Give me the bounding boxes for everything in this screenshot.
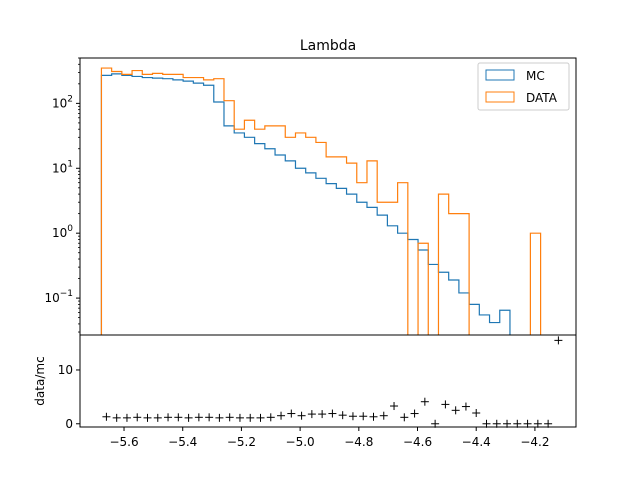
ratio-point (513, 419, 522, 428)
ratio-point (472, 409, 481, 418)
legend-label-mc: MC (526, 69, 545, 83)
y-tick-label: 100 (52, 224, 73, 240)
legend-frame (477, 62, 570, 111)
histogram-series-data (100, 67, 542, 335)
ratio-y-tick-label: 10 (58, 363, 73, 377)
ratio-point (400, 413, 409, 422)
histogram-series-mc (100, 73, 511, 335)
chart-title: Lambda (300, 38, 356, 54)
ratio-point (133, 413, 142, 422)
ratio-point (318, 410, 327, 419)
ratio-point (246, 413, 255, 422)
x-tick-label: −5.2 (227, 435, 256, 449)
ratio-point (235, 413, 244, 422)
ratio-point (194, 413, 203, 422)
ratio-point (492, 419, 501, 428)
x-tick-label: −5.0 (286, 435, 315, 449)
ratio-point (153, 413, 162, 422)
ratio-point (297, 411, 306, 420)
ratio-point (369, 412, 378, 421)
ratio-point (328, 409, 337, 418)
ratio-point (451, 406, 460, 415)
ratio-point (184, 413, 193, 422)
x-tick-label: −4.2 (520, 435, 549, 449)
ratio-point (122, 413, 131, 422)
ratio-point (143, 413, 152, 422)
legend: MC DATA (477, 62, 570, 111)
ratio-point (390, 402, 399, 411)
ratio-point (359, 412, 368, 421)
ratio-point (112, 413, 121, 422)
x-tick-label: −5.6 (109, 435, 138, 449)
ratio-point (533, 419, 542, 428)
legend-swatch-data (485, 91, 515, 103)
ratio-panel: 0 10 data/mc −5.6 −5.4 −5.2 −5.0 −4.8 −4.6 −4.4 −4… (33, 334, 577, 449)
ratio-point (225, 413, 234, 422)
ratio-point (277, 411, 286, 420)
ratio-point (338, 411, 347, 420)
ratio-point (164, 413, 173, 422)
x-tick-label: −4.4 (462, 435, 491, 449)
ratio-point (379, 411, 388, 420)
ratio-point (307, 410, 316, 419)
ratio-point (431, 419, 440, 428)
legend-swatch-mc (485, 69, 515, 81)
ratio-ylabel: data/mc (33, 356, 47, 405)
ratio-point (441, 400, 450, 409)
legend-label-data: DATA (526, 91, 558, 105)
ratio-point (174, 413, 183, 422)
ratio-point (215, 413, 224, 422)
ratio-y-tick-label: 0 (65, 417, 73, 431)
y-tick-label: 101 (52, 159, 73, 175)
ratio-point (461, 402, 470, 411)
ratio-point (554, 336, 563, 345)
ratio-point (287, 409, 296, 418)
ratio-point (348, 412, 357, 421)
y-tick-label: 10−1 (44, 289, 73, 305)
x-tick-label: −4.6 (403, 435, 432, 449)
ratio-point (523, 419, 532, 428)
ratio-point (266, 413, 275, 422)
x-tick-label: −5.4 (168, 435, 197, 449)
y-tick-label: 102 (52, 94, 73, 110)
ratio-point (102, 412, 111, 421)
ratio-point (410, 409, 419, 418)
ratio-frame (79, 334, 577, 428)
ratio-point (544, 419, 553, 428)
ratio-point (205, 413, 214, 422)
ratio-point (256, 413, 265, 422)
x-tick-label: −4.8 (344, 435, 373, 449)
ratio-point (503, 419, 512, 428)
ratio-point (482, 419, 491, 428)
ratio-point (420, 397, 429, 406)
